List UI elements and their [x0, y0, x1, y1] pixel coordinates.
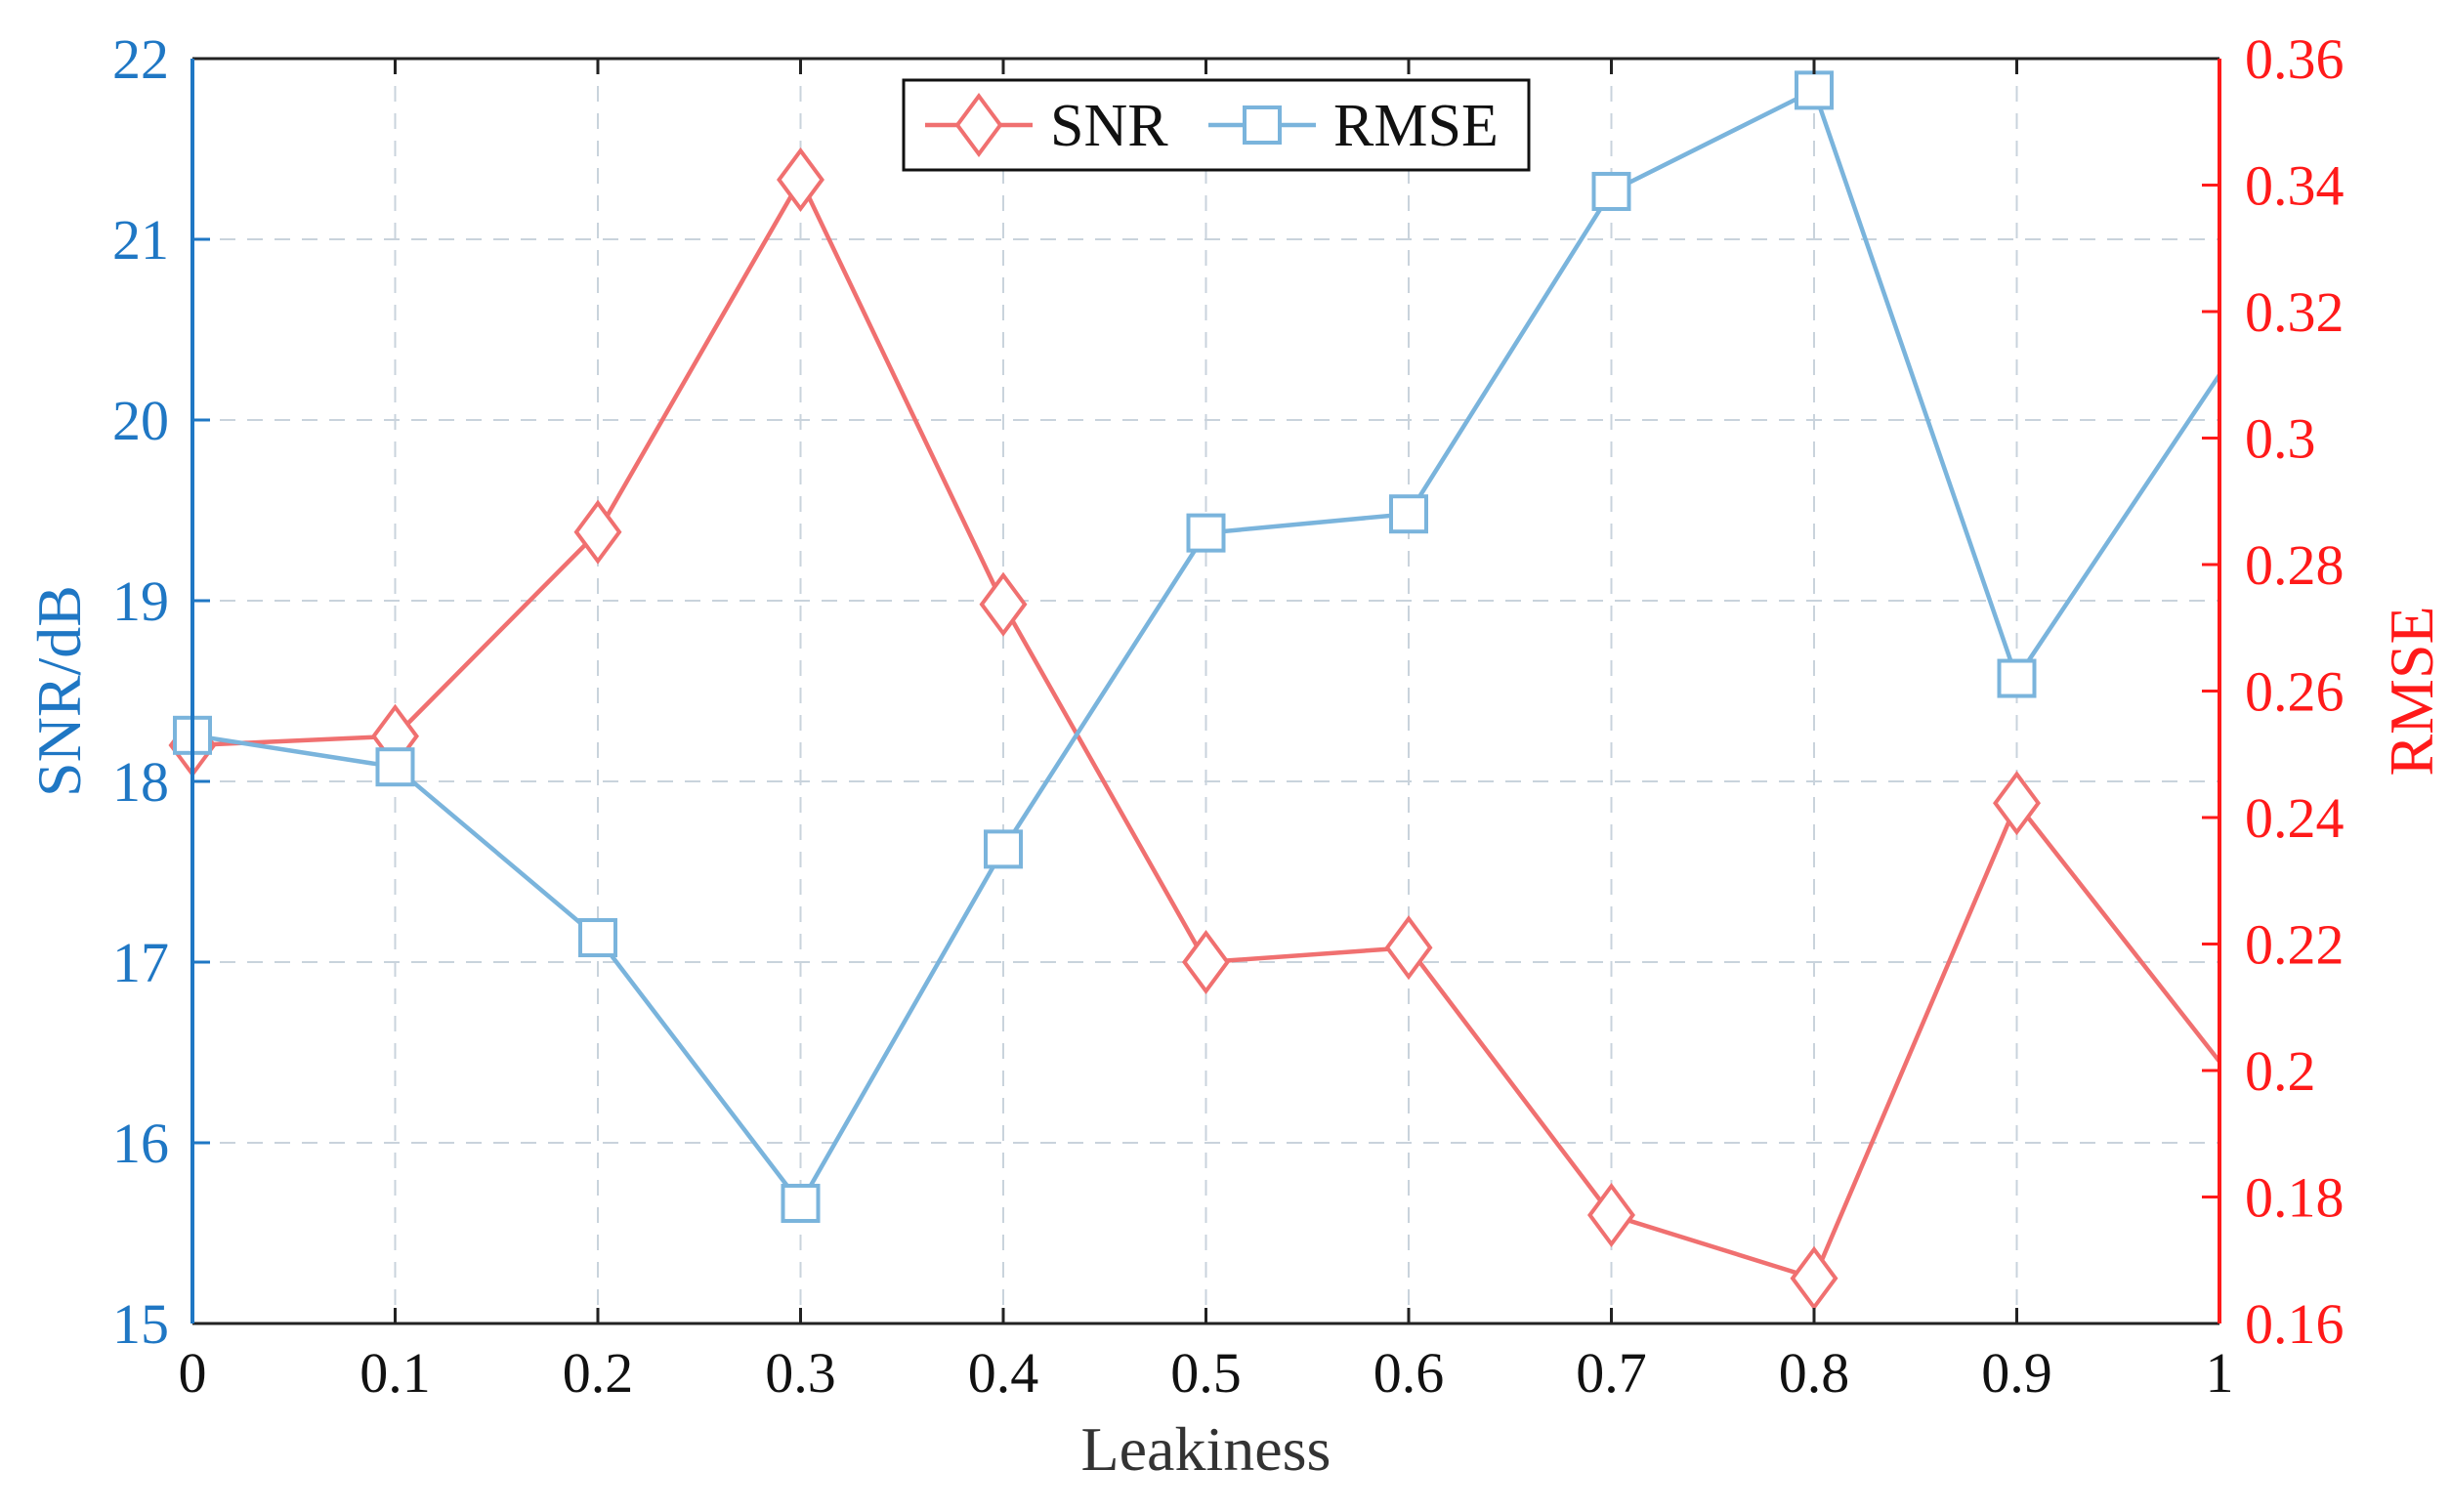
rmse-point — [1389, 494, 1428, 534]
snr-point — [1587, 1182, 1635, 1248]
y-right-tick-label: 0.28 — [2245, 533, 2345, 597]
y-right-tick-label: 0.18 — [2245, 1166, 2345, 1230]
snr-point — [777, 147, 824, 213]
series-snr — [168, 147, 2219, 1311]
legend-box — [902, 78, 1531, 172]
x-tick-label: 0.7 — [1576, 1341, 1647, 1405]
y-right-tick-label: 0.36 — [2245, 27, 2345, 91]
snr-point — [1993, 771, 2041, 836]
snr-point — [1182, 929, 1230, 995]
rmse-point — [984, 829, 1023, 869]
grid-layer — [192, 59, 2219, 1323]
y-right-tick-label: 0.34 — [2245, 154, 2345, 218]
y-left-tick-label: 22 — [112, 27, 169, 91]
axes-layer: 0 0.1 0.2 0.3 0.4 0.5 0.6 0.7 0.8 0.9 1 15 16 17 18 19 2… — [24, 27, 2446, 1484]
x-tick-label: 1 — [2206, 1341, 2234, 1405]
x-tick-label: 0.5 — [1170, 1341, 1242, 1405]
y-left-tick-label: 17 — [112, 931, 169, 994]
y-right-tick-label: 0.22 — [2245, 913, 2345, 977]
snr-point — [1384, 915, 1433, 981]
rmse-point — [1186, 513, 1226, 553]
x-tick-label: 0 — [179, 1341, 207, 1405]
series-layer — [168, 70, 2219, 1311]
x-tick-label: 0.3 — [765, 1341, 836, 1405]
x-tick-label: 0.6 — [1373, 1341, 1445, 1405]
rmse-point — [1243, 105, 1282, 145]
y-right-tick-label: 0.3 — [2245, 407, 2316, 471]
rmse-point — [1591, 171, 1631, 211]
rmse-point — [578, 918, 617, 958]
y-right-tick-label: 0.32 — [2245, 280, 2345, 344]
rmse-point — [1997, 658, 2037, 698]
y-right-tick-label: 0.2 — [2245, 1039, 2316, 1103]
x-tick-label: 0.9 — [1981, 1341, 2052, 1405]
y-left-tick-label: 21 — [112, 208, 169, 272]
x-tick-label: 0.1 — [359, 1341, 431, 1405]
x-tick-label: 0.4 — [968, 1341, 1039, 1405]
y-left-axis-title: SNR/dB — [24, 585, 94, 797]
y-left-tick-label: 19 — [112, 569, 169, 633]
x-tick-label: 0.8 — [1779, 1341, 1850, 1405]
rmse-point — [375, 747, 415, 787]
y-left-tick-label: 16 — [112, 1112, 169, 1175]
y-right-tick-label: 0.16 — [2245, 1292, 2345, 1356]
y-right-axis-title: RMSE — [2377, 606, 2446, 776]
snr-point — [979, 571, 1028, 637]
legend: SNR RMSE — [902, 78, 1531, 172]
legend-label-snr: SNR — [1050, 93, 1168, 159]
y-left-tick-label: 18 — [112, 750, 169, 814]
rmse-point — [1795, 70, 1834, 110]
x-axis-title: Leakiness — [1081, 1414, 1331, 1484]
snr-point — [1790, 1245, 1838, 1311]
snr-point — [573, 499, 622, 565]
legend-label-rmse: RMSE — [1333, 93, 1499, 159]
y-right-tick-label: 0.26 — [2245, 660, 2345, 724]
y-right-tick-label: 0.24 — [2245, 786, 2345, 850]
y-left-tick-label: 20 — [112, 389, 169, 452]
rmse-point — [781, 1183, 821, 1223]
snr-point — [954, 92, 1003, 158]
x-tick-label: 0.2 — [563, 1341, 634, 1405]
y-left-tick-label: 15 — [112, 1292, 169, 1356]
